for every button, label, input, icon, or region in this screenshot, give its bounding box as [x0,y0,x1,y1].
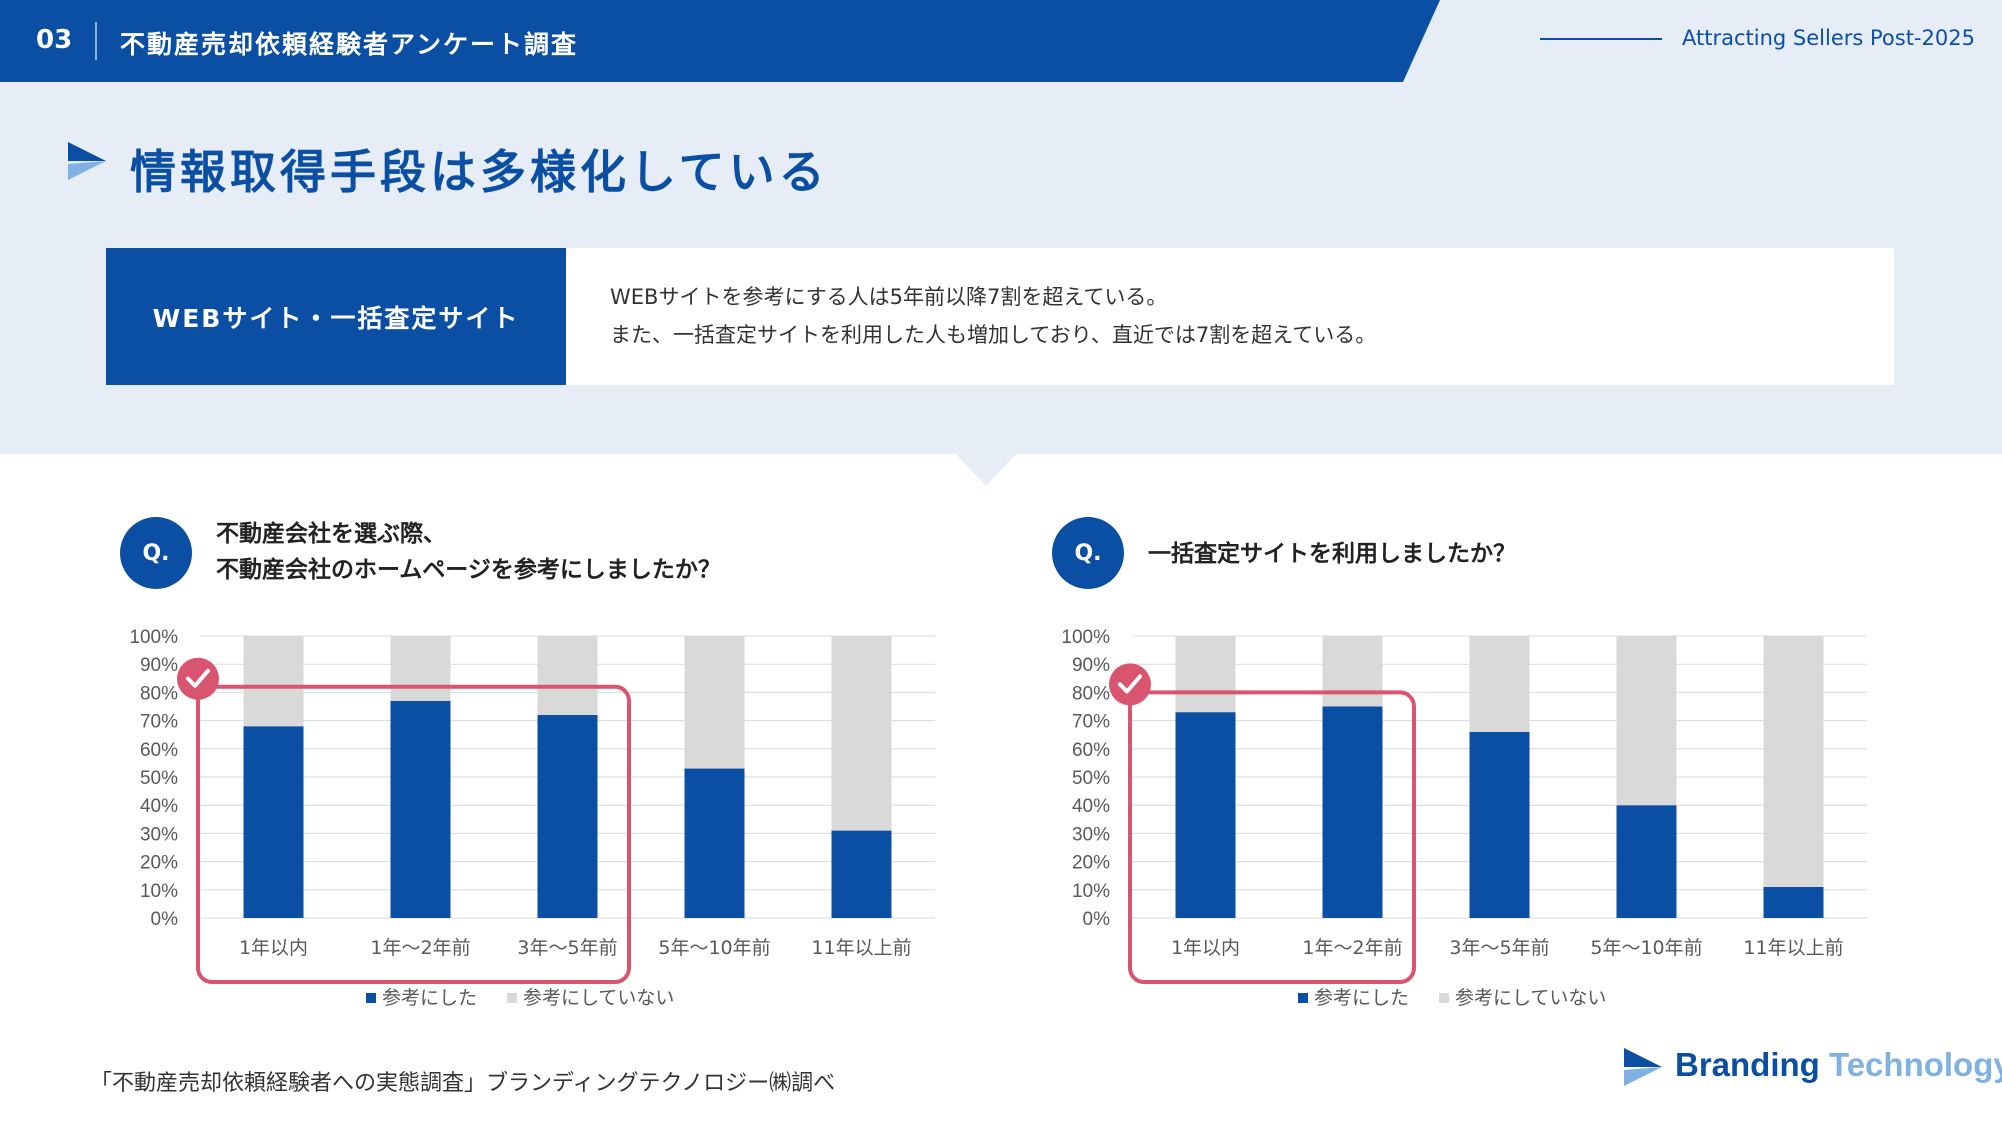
bar-referenced [1616,805,1677,918]
check-icon [186,668,210,688]
summary-line: WEBサイトを参考にする人は5年前以降7割を超えている。 [610,285,1168,309]
bar-not-referenced [831,636,892,831]
y-tick-label: 70% [1072,712,1110,733]
y-tick-label: 60% [1072,740,1110,761]
bar-not-referenced [537,636,598,715]
y-tick-label: 60% [140,740,178,761]
legend-label: 参考にした [382,987,477,1009]
tagline-rule [1540,38,1662,40]
x-category-label: 3年〜5年前 [1449,937,1549,959]
bar-referenced [243,726,304,918]
x-category-label: 1年〜2年前 [370,937,470,959]
y-tick-label: 20% [1072,853,1110,874]
bar-referenced [684,768,745,918]
question-line: 不動産会社を選ぶ際、 [216,521,446,547]
y-tick-label: 0% [151,909,179,930]
question-line: 不動産会社のホームページを参考にしましたか？ [216,557,721,583]
section-header-bar [0,0,1440,82]
brand-logo-icon [1624,1048,1662,1086]
y-tick-label: 40% [1072,796,1110,817]
section-title: 不動産売却依頼経験者アンケート調査 [120,30,579,59]
question-2-text: 一括査定サイトを利用しましたか？ [1148,536,1516,572]
bar-not-referenced [390,636,451,701]
y-tick-label: 90% [1072,655,1110,676]
bar-not-referenced [684,636,745,769]
bar-referenced [1469,731,1530,918]
x-category-label: 11年以上前 [811,937,911,959]
section-number: 03 [36,25,73,55]
y-tick-label: 100% [129,627,178,648]
bar-not-referenced [1322,636,1383,707]
y-tick-label: 80% [1072,683,1110,704]
bar-referenced [1763,886,1824,918]
bar-referenced [1322,706,1383,918]
legend-label: 参考にした [1314,987,1409,1009]
y-tick-label: 10% [1072,881,1110,902]
y-tick-label: 50% [140,768,178,789]
y-tick-label: 10% [140,881,178,902]
bar-referenced [1175,712,1236,918]
x-category-label: 11年以上前 [1743,937,1843,959]
paper-plane-arrow-icon [68,142,106,180]
bar-not-referenced [1175,636,1236,713]
summary-line: また、一括査定サイトを利用した人も増加しており、直近では7割を超えている。 [610,323,1377,347]
x-category-label: 1年以内 [239,937,308,959]
summary-label: WEBサイト・一括査定サイト [152,303,520,333]
y-tick-label: 70% [140,712,178,733]
bar-not-referenced [1763,636,1824,887]
y-tick-label: 90% [140,655,178,676]
highlight-frame [1128,690,1416,985]
legend-swatch [1298,993,1308,1003]
legend-swatch [507,993,517,1003]
header-divider [95,22,97,60]
y-tick-label: 30% [140,824,178,845]
legend-label: 参考にしていない [1455,987,1606,1009]
bar-not-referenced [1469,636,1530,732]
bar-referenced [831,830,892,918]
question-badge: Q. [120,517,192,589]
bar-referenced [537,714,598,918]
y-tick-label: 50% [1072,768,1110,789]
chart-homepage-reference: 0% 10% 20% 30% 40% 50% 60% 70% 80% 90% 100% 1年以内 1年〜… [129,627,935,1009]
y-tick-label: 80% [140,683,178,704]
checkmark-badge [1109,663,1151,706]
y-tick-label: 20% [140,853,178,874]
y-tick-label: 100% [1061,627,1110,648]
page-title: 情報取得手段は多様化している [130,145,829,199]
source-note: 「不動産売却依頼経験者への実態調査」ブランディングテクノロジー㈱調べ [90,1071,836,1096]
legend-swatch [366,993,376,1003]
check-icon [1118,674,1142,694]
x-category-label: 5年〜10年前 [1590,937,1702,959]
brand-name-part2: Technology [1829,1046,2002,1083]
checkmark-badge [177,657,219,700]
question-1-text: 不動産会社を選ぶ際、 不動産会社のホームページを参考にしましたか？ [216,516,721,588]
legend-label: 参考にしていない [523,987,674,1009]
chart-bulk-appraisal-usage: 0% 10% 20% 30% 40% 50% 60% 70% 80% 90% 100% 1年以内 1年〜… [1061,627,1867,1009]
question-badge: Q. [1052,517,1124,589]
question-line: 一括査定サイトを利用しましたか？ [1148,541,1516,567]
bar-not-referenced [243,636,304,727]
legend-swatch [1439,993,1449,1003]
bar-not-referenced [1616,636,1677,806]
tagline: Attracting Sellers Post-2025 [1682,26,1975,50]
x-category-label: 1年〜2年前 [1302,937,1402,959]
summary-text: WEBサイトを参考にする人は5年前以降7割を超えている。 また、一括査定サイトを… [610,278,1376,354]
y-tick-label: 40% [140,796,178,817]
summary-label-box: WEBサイト・一括査定サイト [106,248,566,385]
bar-referenced [390,700,451,918]
summary-box: WEBサイト・一括査定サイト WEBサイトを参考にする人は5年前以降7割を超えて… [106,248,1894,385]
brand-name: Branding Technology [1675,1046,2002,1084]
y-tick-label: 0% [1083,909,1111,930]
highlight-frame [196,684,631,984]
x-category-label: 3年〜5年前 [517,937,617,959]
x-category-label: 1年以内 [1171,937,1240,959]
pointer-notch [954,452,1018,486]
brand-name-part1: Branding [1675,1046,1820,1083]
x-category-label: 5年〜10年前 [658,937,770,959]
y-tick-label: 30% [1072,824,1110,845]
